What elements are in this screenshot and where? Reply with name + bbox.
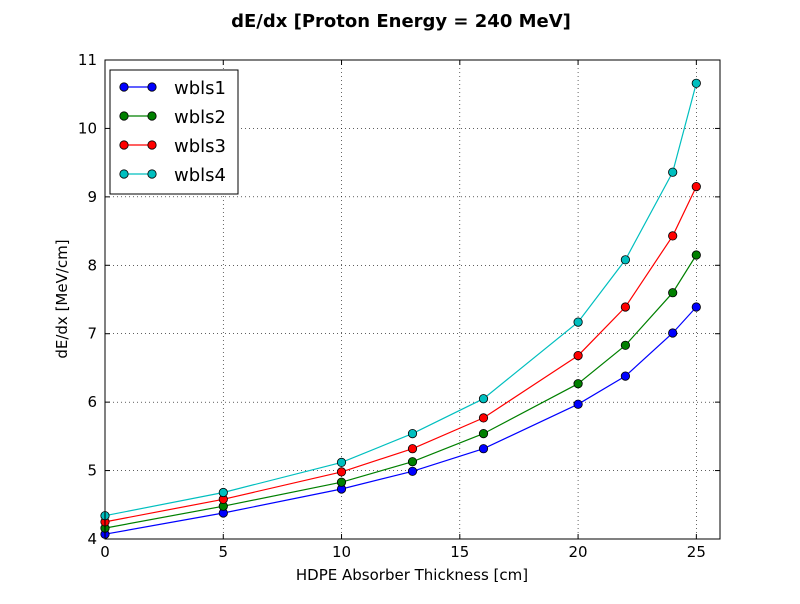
x-tick-label: 15: [450, 543, 469, 561]
x-axis-label: HDPE Absorber Thickness [cm]: [296, 566, 528, 584]
y-tick-label: 4: [87, 530, 97, 548]
legend-marker-wbls2: [119, 111, 129, 121]
legend-label-wbls2: wbls2: [174, 107, 226, 128]
y-tick-label: 6: [87, 393, 97, 411]
data-point-wbls3: [620, 302, 631, 312]
legend-marker-wbls4: [119, 169, 129, 179]
data-point-wbls2: [478, 428, 489, 439]
x-tick-label: 25: [687, 543, 706, 561]
data-point-wbls3: [478, 413, 489, 423]
legend-label-wbls1: wbls1: [174, 78, 226, 99]
legend-box: [109, 69, 239, 195]
tick-layer: 0 5 10 15 20 25 4 5 6 7 8 9 10 11: [78, 51, 720, 561]
plot-frame: [104, 59, 721, 540]
data-point-wbls4: [668, 167, 678, 177]
y-tick-label: 7: [87, 325, 97, 343]
data-point-wbls2: [668, 288, 678, 298]
legend-marker-wbls3: [119, 140, 129, 150]
data-point-wbls4: [691, 78, 701, 88]
y-tick-label: 11: [78, 51, 97, 69]
legend-label-wbls3: wbls3: [174, 136, 226, 157]
data-point-wbls4: [478, 394, 489, 404]
legend: wbls1 wbls2 wbls3 wbls4: [109, 69, 239, 195]
data-point-wbls1: [691, 302, 701, 312]
y-axis-label: dE/dx [MeV/cm]: [53, 239, 71, 358]
series-line-wbls2: [104, 254, 697, 529]
data-point-wbls3: [691, 182, 701, 192]
data-point-wbls1: [573, 399, 583, 409]
x-tick-label: 10: [332, 543, 351, 561]
data-point-wbls4: [218, 487, 228, 498]
y-tick-label: 9: [87, 188, 97, 206]
y-tick-label: 8: [87, 256, 97, 274]
x-tick-label: 0: [100, 543, 110, 561]
data-point-wbls2: [691, 250, 701, 260]
data-point-wbls4: [573, 317, 583, 327]
chart-title: dE/dx [Proton Energy = 240 MeV]: [231, 11, 571, 32]
series-wbls4: [100, 78, 701, 521]
data-point-wbls1: [407, 466, 418, 476]
series-layer: [100, 78, 701, 539]
legend-marker-wbls2: [147, 111, 157, 121]
series-wbls3: [100, 182, 701, 527]
legend-marker-wbls1: [147, 82, 157, 92]
data-point-wbls2: [336, 477, 347, 487]
legend-marker-wbls1: [119, 82, 129, 92]
data-point-wbls3: [336, 467, 347, 477]
data-point-wbls2: [407, 457, 418, 467]
legend-label-wbls4: wbls4: [174, 165, 226, 186]
series-wbls1: [100, 302, 701, 539]
data-point-wbls3: [407, 444, 418, 454]
x-tick-label: 5: [218, 543, 228, 561]
y-tick-label: 10: [78, 119, 97, 137]
y-tick-label: 5: [87, 462, 97, 480]
data-point-wbls4: [620, 255, 631, 265]
data-point-wbls2: [620, 340, 631, 350]
series-line-wbls1: [104, 306, 697, 535]
data-point-wbls3: [668, 231, 678, 241]
data-point-wbls3: [573, 350, 583, 361]
data-point-wbls2: [573, 379, 583, 389]
data-point-wbls1: [478, 444, 489, 454]
legend-marker-wbls3: [147, 140, 157, 150]
x-tick-label: 20: [569, 543, 588, 561]
data-point-wbls4: [336, 457, 347, 467]
data-point-wbls1: [620, 371, 631, 381]
legend-marker-wbls4: [147, 169, 157, 179]
series-wbls2: [100, 250, 701, 533]
series-line-wbls3: [104, 186, 697, 523]
data-point-wbls4: [407, 428, 418, 439]
data-point-wbls1: [668, 328, 678, 338]
